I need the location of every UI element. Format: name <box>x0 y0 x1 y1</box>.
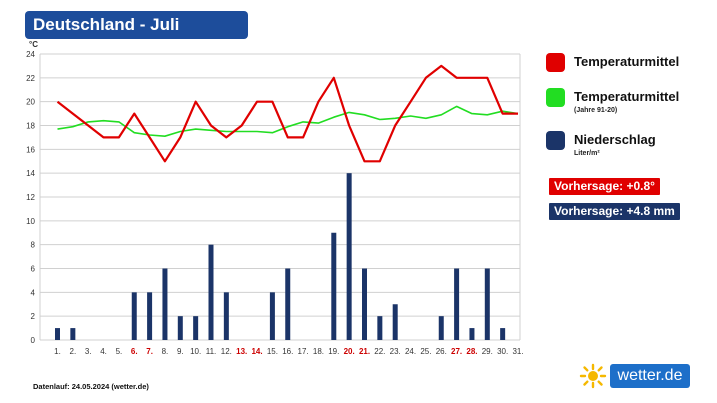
x-tick-label: 27. <box>451 347 462 356</box>
x-tick-label: 3. <box>85 347 92 356</box>
x-tick-label: 31. <box>512 347 523 356</box>
x-tick-label: 10. <box>190 347 201 356</box>
x-tick-label: 7. <box>146 347 153 356</box>
precip-bar <box>193 316 199 340</box>
temp-forecast-badge: Vorhersage: +0.8° <box>549 178 660 195</box>
grid-lines <box>39 53 521 341</box>
sun-icon <box>579 363 607 389</box>
x-tick-label: 21. <box>359 347 370 356</box>
precip-bar <box>392 304 398 340</box>
legend-precip-swatch <box>546 131 565 150</box>
y-tick-label: 8 <box>31 241 36 250</box>
precip-bar <box>484 268 490 340</box>
x-tick-labels: 1. 2. 3. 4. 5. 6. 7. 8. 9. 10. 11. 12. 13. 14. 15. 16. 1… <box>54 347 523 356</box>
y-tick-label: 10 <box>26 217 35 226</box>
precip-bar <box>469 328 475 340</box>
x-tick-label: 12. <box>221 347 232 356</box>
chart-title: Deutschland - Juli <box>33 15 180 34</box>
precip-bar <box>331 232 337 340</box>
normal-temp-line <box>57 105 519 137</box>
x-tick-label: 25. <box>420 347 431 356</box>
y-tick-label: 16 <box>26 145 35 154</box>
y-tick-label: 0 <box>31 336 36 345</box>
precip-bar <box>454 268 460 340</box>
precip-bar <box>147 292 153 340</box>
precip-bar <box>162 268 168 340</box>
precip-bar <box>131 292 137 340</box>
x-tick-label: 1. <box>54 347 61 356</box>
precip-bar <box>500 328 506 340</box>
x-tick-label: 13. <box>236 347 247 356</box>
precip-bar <box>362 268 367 340</box>
y-axis-unit: °C <box>29 40 38 49</box>
legend-normal-label: Temperaturmittel <box>574 89 680 104</box>
x-tick-label: 15. <box>267 347 278 356</box>
y-tick-label: 20 <box>26 98 35 107</box>
x-tick-label: 29. <box>482 347 493 356</box>
precip-bar <box>208 244 214 340</box>
chart-title-box: Deutschland - Juli <box>25 11 248 39</box>
wetter-logo: wetter.de <box>578 363 690 389</box>
x-tick-label: 14. <box>251 347 262 356</box>
y-tick-label: 22 <box>26 74 35 83</box>
logo-text: wetter.de <box>610 364 690 388</box>
data-run-footer: Datenlauf: 24.05.2024 (wetter.de) <box>33 382 149 391</box>
precip-bar <box>55 328 60 340</box>
precip-bar <box>223 292 229 340</box>
x-tick-label: 6. <box>131 347 138 356</box>
x-tick-label: 5. <box>116 347 123 356</box>
y-tick-label: 12 <box>26 193 35 202</box>
precip-bar <box>377 316 383 340</box>
precip-bar <box>70 328 76 340</box>
legend-normal-swatch <box>546 88 565 107</box>
x-tick-label: 16. <box>282 347 293 356</box>
precip-bar <box>269 292 275 340</box>
x-tick-label: 11. <box>206 347 217 356</box>
x-tick-label: 18. <box>313 347 324 356</box>
x-tick-label: 2. <box>70 347 77 356</box>
y-tick-label: 2 <box>31 312 36 321</box>
y-tick-label: 4 <box>31 288 36 297</box>
y-tick-label: 24 <box>26 50 35 59</box>
x-tick-label: 19. <box>328 347 339 356</box>
legend-temp-swatch <box>546 53 565 72</box>
x-tick-label: 8. <box>162 347 169 356</box>
x-tick-label: 24. <box>405 347 416 356</box>
x-tick-label: 26. <box>436 347 447 356</box>
x-tick-label: 23. <box>390 347 401 356</box>
precip-forecast-badge: Vorhersage: +4.8 mm <box>549 203 680 220</box>
legend-normal-sublabel: (Jahre 91-20) <box>574 107 618 114</box>
legend-temp-label: Temperaturmittel <box>574 54 680 69</box>
x-tick-label: 30. <box>497 347 508 356</box>
x-tick-label: 22. <box>374 347 385 356</box>
x-tick-label: 28. <box>466 347 477 356</box>
x-tick-label: 9. <box>177 347 184 356</box>
legend-precip-sublabel: Liter/m² <box>574 150 600 157</box>
temp-line <box>56 64 518 163</box>
precip-bar <box>346 173 352 340</box>
y-tick-label: 14 <box>26 169 35 178</box>
x-tick-label: 4. <box>100 347 107 356</box>
precip-bar <box>438 316 444 340</box>
legend-precip-label: Niederschlag <box>574 132 656 147</box>
x-tick-label: 20. <box>344 347 355 356</box>
precip-bars <box>55 173 506 340</box>
y-tick-label: 6 <box>31 265 36 274</box>
y-tick-label: 18 <box>26 122 35 131</box>
temp-lines <box>56 64 519 163</box>
precip-bar <box>177 316 183 340</box>
precip-bar <box>285 268 291 340</box>
x-tick-label: 17. <box>298 347 309 356</box>
